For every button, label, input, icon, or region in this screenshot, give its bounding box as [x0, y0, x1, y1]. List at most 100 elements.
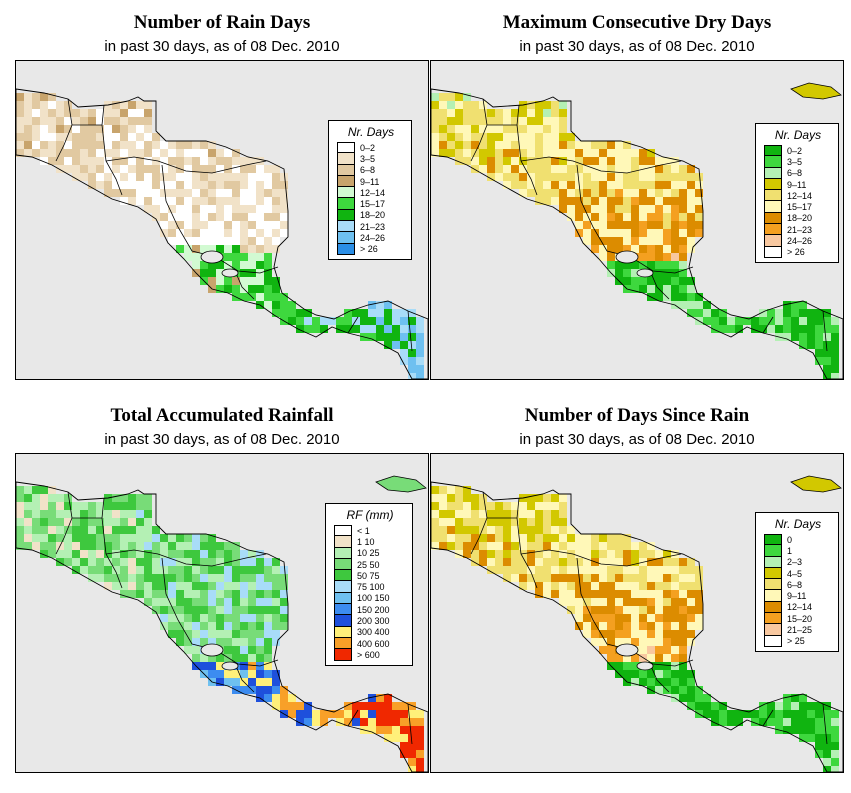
legend-label: 6–8: [787, 579, 803, 590]
legend-swatch: [764, 556, 782, 568]
country-border: [520, 549, 682, 567]
legend-swatch: [337, 187, 355, 199]
legend: Nr. Days 0–2 3–5 6–8 9–11 12–14 15–17 18–20 21–…: [755, 123, 839, 263]
legend-item: 10 25: [334, 547, 406, 559]
map-grid-cells: [431, 93, 839, 379]
legend-swatch: [337, 221, 355, 233]
legend-swatch: [334, 615, 352, 627]
legend-label: 0–2: [787, 145, 803, 156]
legend-swatch: [334, 570, 352, 582]
legend-item: 24–26: [337, 232, 405, 244]
lake: [200, 250, 224, 264]
legend-item: 15–17: [764, 201, 832, 213]
legend-swatch: [764, 613, 782, 625]
legend-title: Nr. Days: [347, 125, 395, 139]
legend-swatch: [764, 590, 782, 602]
legend-label: 12–14: [787, 190, 813, 201]
legend-label: 9–11: [360, 176, 380, 187]
lake: [615, 643, 639, 657]
legend-item: 12–14: [337, 187, 405, 199]
country-border: [822, 703, 828, 745]
legend-label: 21–23: [360, 221, 386, 232]
legend-item: 400 600: [334, 637, 406, 650]
map-canvas: [16, 88, 428, 379]
legend-item: 4–5: [764, 567, 832, 580]
panel-title: Number of Days Since Rain: [524, 405, 750, 426]
legend-swatch: [337, 164, 355, 176]
legend-item: 12–14: [764, 190, 832, 202]
legend-item: 25 50: [334, 558, 406, 571]
legend-label: 1 10: [357, 536, 375, 547]
legend-item: 18–20: [764, 212, 832, 225]
legend-label: 150 200: [357, 604, 390, 615]
legend-item: 21–25: [764, 624, 832, 636]
legend-swatch: [334, 626, 352, 638]
legend-swatch: [334, 547, 352, 559]
legend-swatch: [334, 525, 352, 537]
legend-item: 150 200: [334, 604, 406, 616]
legend-label: 400 600: [357, 638, 390, 649]
legend-item: 2–3: [764, 556, 832, 568]
lake: [636, 661, 654, 671]
legend-label: 15–17: [787, 202, 813, 213]
country-border: [235, 272, 255, 300]
country-border: [407, 310, 413, 352]
legend-item: > 26: [337, 243, 405, 255]
legend-label: 2–3: [787, 557, 803, 568]
legend-label: 18–20: [360, 210, 386, 221]
legend-label: 21–25: [787, 625, 813, 636]
legend-item: 100 150: [334, 592, 406, 605]
legend-item: 75 100: [334, 581, 406, 593]
panel-title: Number of Rain Days: [133, 12, 311, 33]
legend-item: 9–11: [764, 590, 832, 602]
legend-swatch: [764, 635, 782, 647]
legend-swatch: [764, 156, 782, 168]
legend-item: 21–23: [764, 224, 832, 236]
country-border: [55, 98, 73, 162]
legend-swatch: [337, 198, 355, 210]
legend-label: 100 150: [357, 593, 390, 604]
legend-swatch: [334, 637, 352, 650]
legend-label: > 26: [787, 247, 805, 258]
country-border: [407, 703, 413, 745]
legend-item: 6–8: [764, 167, 832, 179]
coastline: [16, 481, 428, 772]
country-border: [101, 517, 123, 589]
country-border: [101, 124, 123, 196]
panel-title: Total Accumulated Rainfall: [110, 405, 334, 426]
country-border: [105, 156, 267, 174]
legend-item: 0: [764, 534, 832, 546]
island: [790, 82, 842, 100]
legend-label: 21–23: [787, 224, 813, 235]
legend-swatch: [764, 246, 782, 258]
legend-label: 0–2: [360, 142, 376, 153]
legend-swatch: [337, 209, 355, 222]
island: [375, 475, 427, 493]
legend-swatch: [764, 167, 782, 179]
legend-label: 12–14: [360, 187, 386, 198]
legend-item: 0–2: [337, 142, 405, 154]
legend-item: 15–17: [337, 198, 405, 210]
legend-label: 9–11: [787, 179, 807, 190]
coastline: [431, 88, 843, 379]
legend-item: > 26: [764, 246, 832, 258]
country-border: [347, 709, 359, 727]
country-border: [516, 517, 538, 589]
legend-swatch: [764, 145, 782, 157]
legend-item: 6–8: [764, 579, 832, 591]
panel-subtitle: in past 30 days, as of 08 Dec. 2010: [519, 431, 755, 448]
country-border: [516, 124, 538, 196]
map-rain-days: [15, 60, 429, 380]
legend-label: 24–26: [787, 236, 813, 247]
coastline: [431, 481, 843, 772]
legend-label: 200 300: [357, 616, 390, 627]
legend-label: 18–20: [787, 213, 813, 224]
legend-item: 50 75: [334, 570, 406, 582]
legend-item: 21–23: [337, 221, 405, 233]
legend-swatch: [764, 190, 782, 202]
country-border: [650, 665, 670, 693]
legend-item: 200 300: [334, 615, 406, 627]
legend-label: 3–5: [360, 153, 376, 164]
legend-swatch: [764, 579, 782, 591]
legend-swatch: [764, 624, 782, 636]
